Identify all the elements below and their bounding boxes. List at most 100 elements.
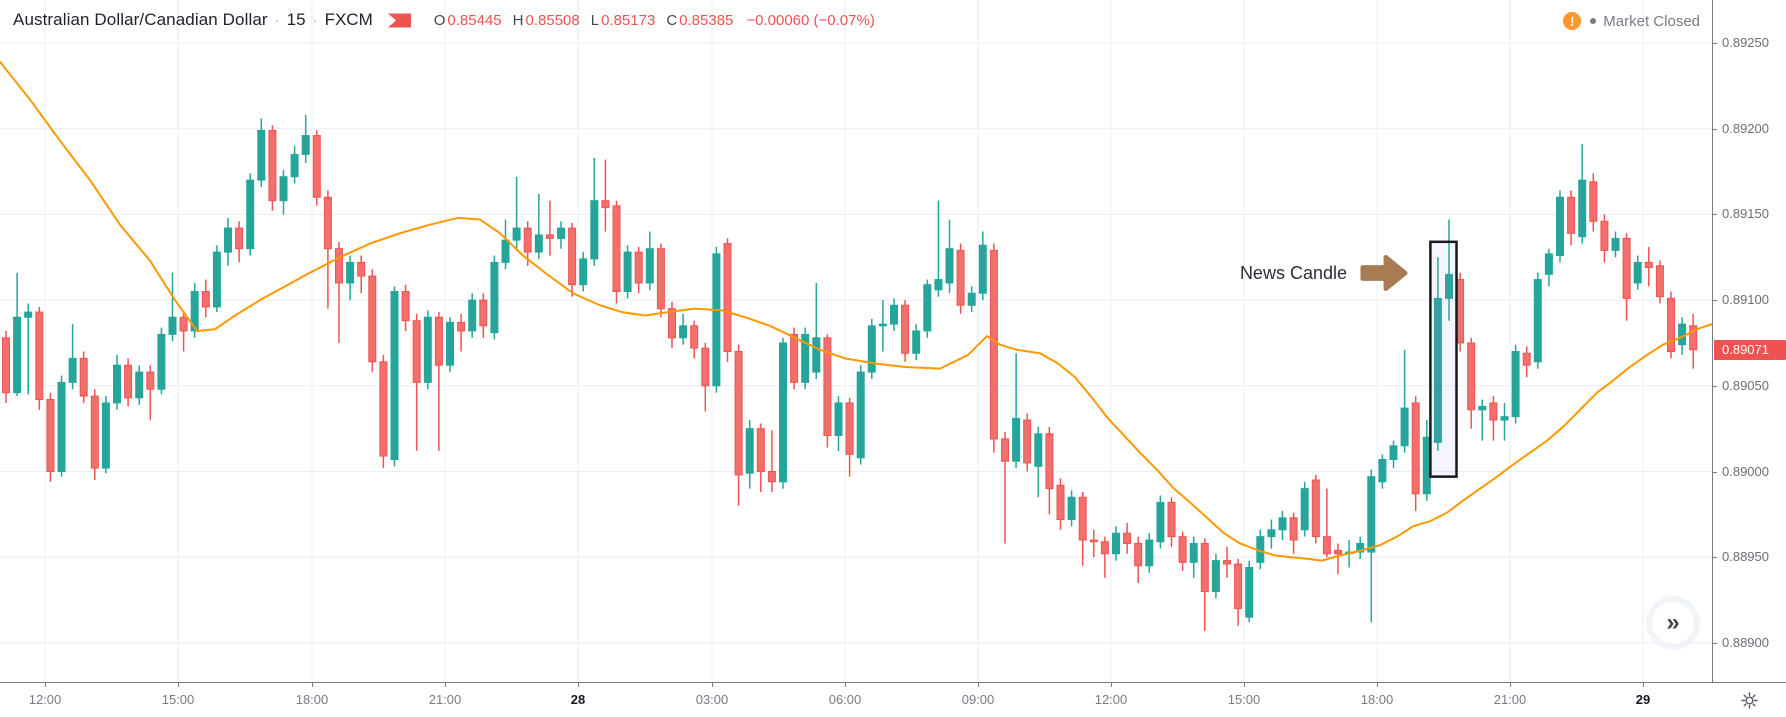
candle-body <box>68 357 77 383</box>
candle-body <box>1156 501 1165 543</box>
candle-body <box>446 321 454 366</box>
candle-body <box>1289 517 1298 541</box>
price-chart-canvas[interactable] <box>0 0 1712 682</box>
candle-body <box>1223 560 1231 565</box>
market-closed-alert-icon[interactable]: ! <box>1563 12 1582 30</box>
candle-body <box>1644 261 1653 269</box>
last-price-badge: 0.89071 <box>1714 339 1786 360</box>
time-tick-label: 12:00 <box>28 692 62 707</box>
candle-body <box>1433 297 1442 443</box>
candle-body <box>323 196 332 250</box>
price-tick-label: 0.88900 <box>1722 634 1769 650</box>
candle-body <box>756 428 765 472</box>
candle-body <box>1567 196 1576 234</box>
candle-body <box>656 248 665 310</box>
candle-body <box>712 253 721 387</box>
candle-body <box>1078 496 1087 541</box>
ma-line <box>0 60 1712 562</box>
candle-body <box>468 299 477 332</box>
price-tick-mark <box>1713 642 1717 644</box>
candle-body <box>978 244 987 294</box>
candle-body <box>1178 536 1187 563</box>
candle-body <box>1633 261 1642 284</box>
candle-body <box>856 371 865 459</box>
candle-body <box>1067 496 1076 520</box>
candle-body <box>579 258 588 286</box>
time-tick-mark <box>845 683 846 687</box>
candle-body <box>1278 517 1287 531</box>
candle-body <box>1556 196 1564 257</box>
candle-body <box>101 402 110 469</box>
candle-body <box>1655 265 1664 298</box>
time-tick-mark <box>1244 683 1245 687</box>
candle-body <box>1334 549 1342 555</box>
candle-body <box>1056 484 1065 520</box>
candle-body <box>412 320 421 383</box>
candle-body <box>179 316 188 332</box>
candle-body <box>1211 560 1220 592</box>
time-tick-mark <box>1643 683 1644 687</box>
double-chevron-right-icon: » <box>1666 609 1680 636</box>
time-tick-mark <box>978 683 979 687</box>
candle-body <box>612 205 621 293</box>
candle-body <box>146 371 155 390</box>
candle-body <box>557 227 565 239</box>
candle-body <box>1489 402 1498 421</box>
price-tick-label: 0.88950 <box>1722 549 1769 565</box>
price-tick-mark <box>1713 385 1717 387</box>
candle-body <box>1100 541 1109 555</box>
candle-body <box>812 337 821 373</box>
status-dot-icon <box>1590 18 1597 24</box>
candle-body <box>901 304 910 354</box>
candle-body <box>890 304 898 325</box>
candle-body <box>956 249 965 306</box>
candle-body <box>1023 419 1032 464</box>
candle-body <box>1544 253 1553 275</box>
candle-body <box>1678 323 1687 346</box>
candle-body <box>168 316 177 335</box>
candle-body <box>279 176 288 202</box>
candle-body <box>1622 237 1631 299</box>
candle-body <box>1445 273 1453 299</box>
candle-body <box>1478 405 1487 411</box>
candle-body <box>1034 433 1043 467</box>
candle-body <box>1123 532 1132 544</box>
time-tick-mark <box>578 683 579 687</box>
candle-body <box>1356 542 1365 553</box>
time-tick-mark <box>1377 683 1378 687</box>
candle-body <box>1267 529 1276 538</box>
candle-body <box>801 333 810 383</box>
candle-body <box>1611 237 1620 251</box>
price-tick-mark <box>1713 557 1717 559</box>
candle-body <box>1012 417 1021 462</box>
candle-body <box>1522 352 1531 366</box>
scroll-to-recent-button[interactable]: » <box>1652 602 1694 644</box>
candle-body <box>1167 501 1176 538</box>
candle-body <box>46 399 55 472</box>
candle-body <box>335 248 343 284</box>
candle-body <box>1500 416 1509 421</box>
market-status: ! Market Closed <box>1563 12 1700 30</box>
axis-settings-gear-icon[interactable] <box>1739 690 1759 710</box>
candle-body <box>224 227 232 253</box>
time-axis[interactable]: 12:00 15:00 18:00 21:00 28 03:00 06:00 09:00 12:… <box>0 682 1786 717</box>
candle-body <box>623 251 632 293</box>
candle-body <box>1145 539 1154 567</box>
candle-body <box>401 291 410 322</box>
candle-body <box>1667 297 1675 353</box>
time-tick-label: 09:00 <box>961 692 995 707</box>
candle-body <box>1467 342 1476 411</box>
candle-body <box>967 292 976 306</box>
candle-body <box>1533 279 1542 363</box>
price-tick-label: 0.89050 <box>1722 377 1769 393</box>
candle-body <box>124 364 133 399</box>
candle-body <box>534 234 543 253</box>
candle-body <box>479 299 488 327</box>
candle-body <box>878 323 887 327</box>
candle-body <box>423 316 432 383</box>
price-axis[interactable]: 0.89250 0.89200 0.89150 0.89100 0.89050 0.890… <box>1712 0 1786 682</box>
candle-body <box>434 316 443 366</box>
candle-body <box>1089 539 1098 543</box>
price-tick-label: 0.89250 <box>1722 35 1769 50</box>
